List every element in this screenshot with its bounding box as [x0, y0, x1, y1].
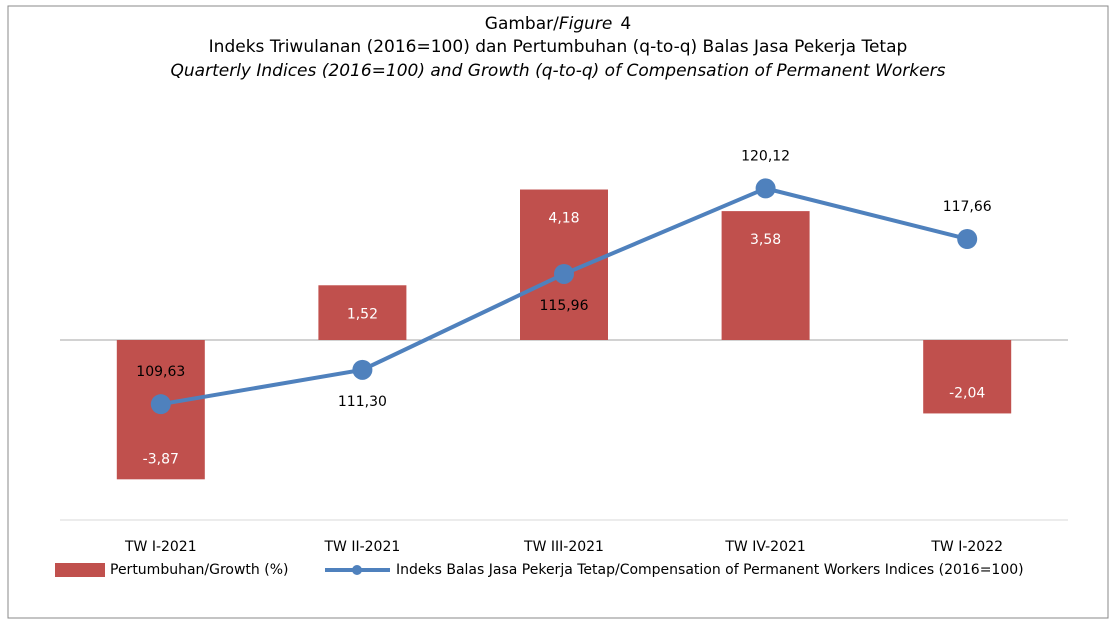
bar-label: 3,58	[750, 232, 781, 248]
bar-label: -3,87	[143, 451, 179, 467]
bar-label: 1,52	[347, 306, 378, 322]
line-label: 117,66	[943, 199, 992, 215]
line-label: 115,96	[540, 298, 589, 314]
x-tick-label: TW I-2021	[124, 539, 197, 555]
bar-label: 4,18	[548, 211, 579, 227]
legend-marker	[352, 565, 362, 575]
x-tick-label: TW IV-2021	[724, 539, 805, 555]
line-marker	[352, 359, 373, 380]
bar	[318, 285, 407, 340]
line-marker	[554, 263, 574, 284]
x-tick-label: TW II-2021	[324, 539, 401, 555]
chart-subtitle: Indeks Triwulanan (2016=100) dan Pertumb…	[209, 37, 908, 57]
legend-label: Pertumbuhan/Growth (%)	[110, 562, 288, 578]
line-label: 109,63	[136, 364, 185, 380]
x-tick-label: TW I-2022	[930, 539, 1003, 555]
line-marker	[150, 394, 171, 415]
chart-subtitle-en: Quarterly Indices (2016=100) and Growth …	[171, 61, 946, 81]
line-label: 120,12	[741, 148, 790, 164]
chart-title: Gambar/Figure 4	[485, 14, 631, 34]
bar	[923, 340, 1012, 414]
title-prefix: Gambar/	[485, 14, 559, 34]
line-marker	[755, 178, 776, 199]
legend-swatch	[55, 563, 105, 577]
legend-label: Indeks Balas Jasa Pekerja Tetap/Compensa…	[396, 562, 1024, 578]
x-tick-label: TW III-2021	[523, 539, 604, 555]
title-number: 4	[620, 14, 631, 34]
bar	[721, 211, 810, 340]
bar-label: -2,04	[949, 385, 985, 401]
title-figure: Figure	[559, 14, 613, 34]
line-marker	[957, 228, 978, 249]
line-label: 111,30	[338, 394, 387, 410]
